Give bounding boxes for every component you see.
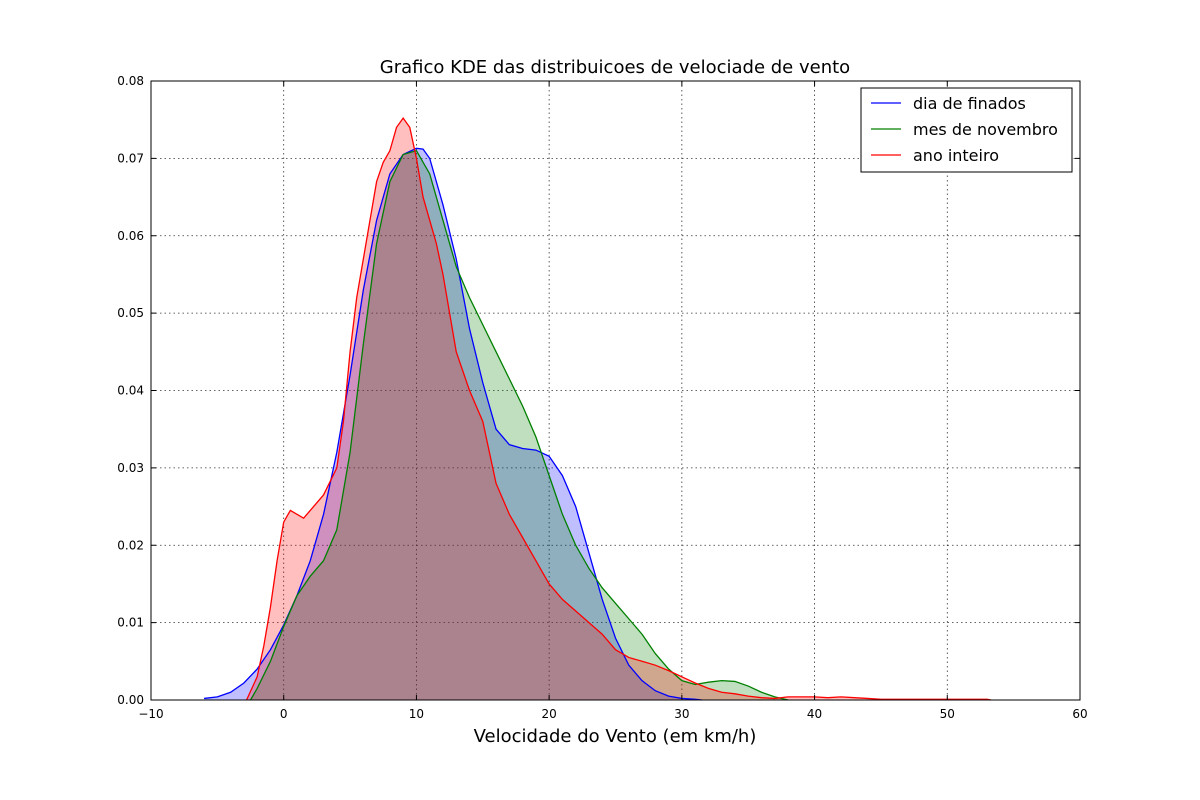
y-tick-label: 0.03 — [117, 461, 144, 475]
series-area-2 — [246, 118, 992, 700]
series-fills — [204, 118, 992, 700]
legend: dia de finados mes de novembro ano inteiro — [860, 87, 1073, 173]
x-tick-label: 50 — [940, 707, 955, 721]
legend-box — [860, 87, 1073, 173]
legend-label: dia de finados — [913, 94, 1026, 113]
axis-ticks: −10 0 10 20 30 40 50 60 0.00 0.01 0.02 0.03 0.04 0.05… — [117, 74, 1087, 721]
y-tick-label: 0.05 — [117, 306, 144, 320]
x-tick-label: 0 — [280, 707, 288, 721]
y-tick-label: 0.02 — [117, 538, 144, 552]
y-tick-label: 0.00 — [117, 693, 144, 707]
x-tick-label: −10 — [138, 707, 163, 721]
y-tick-label: 0.01 — [117, 616, 144, 630]
series-line-2 — [245, 117, 992, 701]
x-axis-label: Velocidade do Vento (em km/h) — [474, 726, 757, 747]
x-tick-label: 30 — [674, 707, 689, 721]
x-tick-label: 10 — [409, 707, 424, 721]
y-tick-label: 0.07 — [117, 151, 144, 165]
grid — [151, 81, 1080, 700]
legend-label: mes de novembro — [913, 120, 1058, 139]
chart-title: Grafico KDE das distribuicoes de velocia… — [380, 57, 850, 78]
x-tick-label: 60 — [1072, 707, 1087, 721]
legend-label: ano inteiro — [913, 146, 999, 165]
y-tick-label: 0.04 — [117, 384, 144, 398]
x-tick-label: 20 — [542, 707, 557, 721]
y-tick-label: 0.08 — [117, 74, 144, 88]
series-lines — [204, 117, 992, 701]
series-area-1 — [250, 150, 789, 700]
series-area-0 — [204, 148, 702, 700]
x-tick-label: 40 — [807, 707, 822, 721]
y-tick-label: 0.06 — [117, 229, 144, 243]
